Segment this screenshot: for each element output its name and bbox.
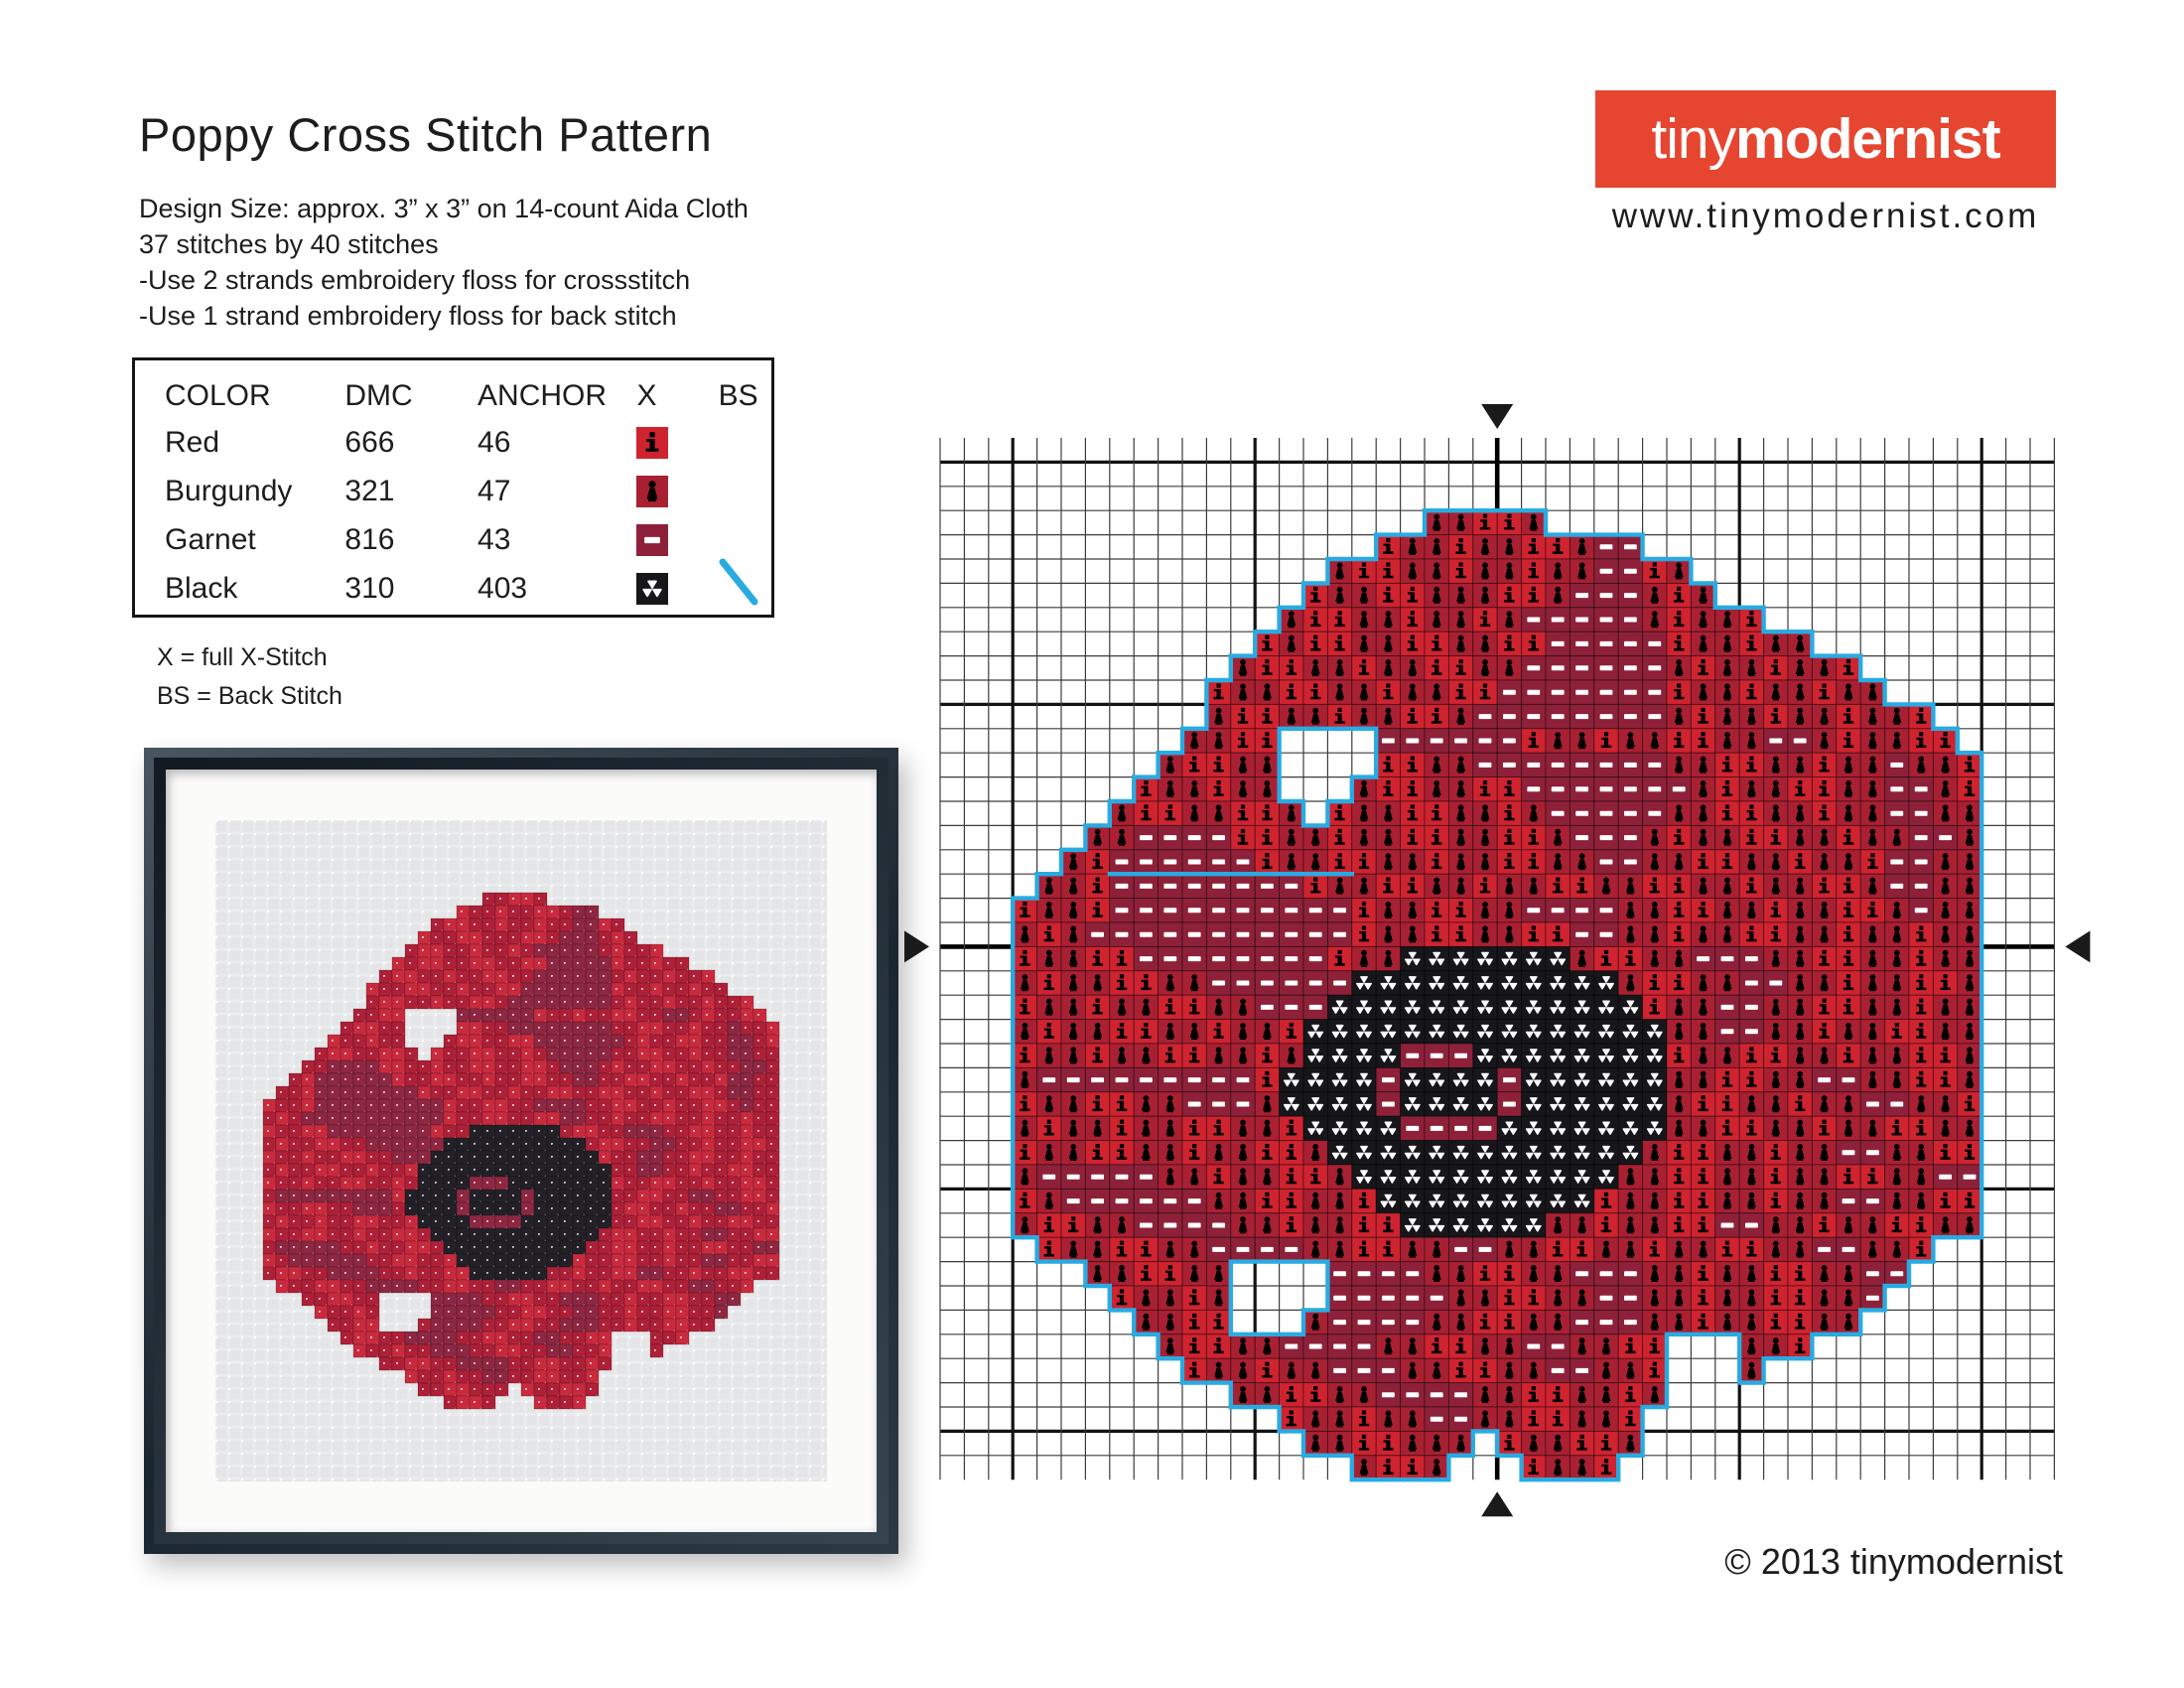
color-key-header-row: COLOR DMC ANCHOR X BS	[165, 374, 771, 418]
back-stitch-note: BS = Back Stitch	[157, 682, 342, 710]
col-header-dmc: DMC	[344, 379, 413, 412]
frame-inner-edge	[154, 758, 888, 1544]
col-header-x: X	[636, 379, 657, 412]
chart-center-markers	[904, 404, 2091, 1517]
col-header-color: COLOR	[165, 379, 271, 412]
black-triangles-symbol	[636, 572, 669, 605]
thread-dmc: 310	[344, 571, 395, 605]
thread-anchor: 46	[478, 425, 511, 459]
table-row: Red 666 46	[165, 418, 771, 467]
thread-name: Black	[165, 571, 238, 605]
col-header-anchor: ANCHOR	[478, 379, 608, 412]
frame-mat	[166, 770, 877, 1532]
table-row: Black 310 403	[165, 558, 771, 613]
thread-dmc: 666	[344, 425, 395, 459]
garnet-dash-symbol	[636, 523, 669, 556]
chart-backstitch-outline	[1011, 508, 1984, 1482]
thread-anchor: 403	[478, 571, 528, 605]
detail-line: 37 stitches by 40 stitches	[139, 229, 439, 259]
chart-pattern-cells	[1012, 509, 1982, 1480]
thread-anchor: 43	[478, 522, 511, 556]
detail-line: Design Size: approx. 3” x 3” on 14-count…	[139, 194, 749, 223]
x-stitch-note: X = full X-Stitch	[157, 643, 328, 671]
stitch-texture	[215, 820, 827, 1481]
detail-line: -Use 1 strand embroidery floss for back …	[139, 301, 677, 331]
table-row: Garnet 816 43	[165, 515, 771, 564]
logo-text-bold: modernist	[1735, 107, 2001, 171]
table-row: Burgundy 321 47	[165, 467, 771, 515]
tinymodernist-logo: tiny modernist	[1595, 90, 2056, 188]
framed-preview	[144, 748, 898, 1554]
backstitch-line-symbol	[719, 558, 758, 605]
cross-stitch-chart	[904, 404, 2091, 1517]
stitched-poppy-preview	[215, 820, 827, 1481]
thread-dmc: 321	[344, 474, 395, 507]
design-details: Design Size: approx. 3” x 3” on 14-count…	[139, 191, 749, 334]
thread-anchor: 47	[478, 474, 511, 507]
website-url: www.tinymodernist.com	[1611, 197, 2040, 235]
page-title: Poppy Cross Stitch Pattern	[139, 108, 713, 161]
thread-name: Garnet	[165, 522, 256, 556]
thread-name: Burgundy	[165, 474, 293, 507]
thread-name: Red	[165, 425, 220, 459]
thread-dmc: 816	[344, 522, 395, 556]
copyright-notice: © 2013 tinymodernist	[1724, 1541, 2063, 1582]
color-key-table: COLOR DMC ANCHOR X BS Red 666 46 Burgund…	[132, 357, 774, 618]
detail-line: -Use 2 strands embroidery floss for cros…	[139, 265, 691, 295]
col-header-bs: BS	[718, 379, 758, 412]
red-i-symbol	[636, 426, 669, 459]
burgundy-person-symbol	[636, 475, 669, 507]
logo-text-regular: tiny	[1651, 107, 1736, 171]
